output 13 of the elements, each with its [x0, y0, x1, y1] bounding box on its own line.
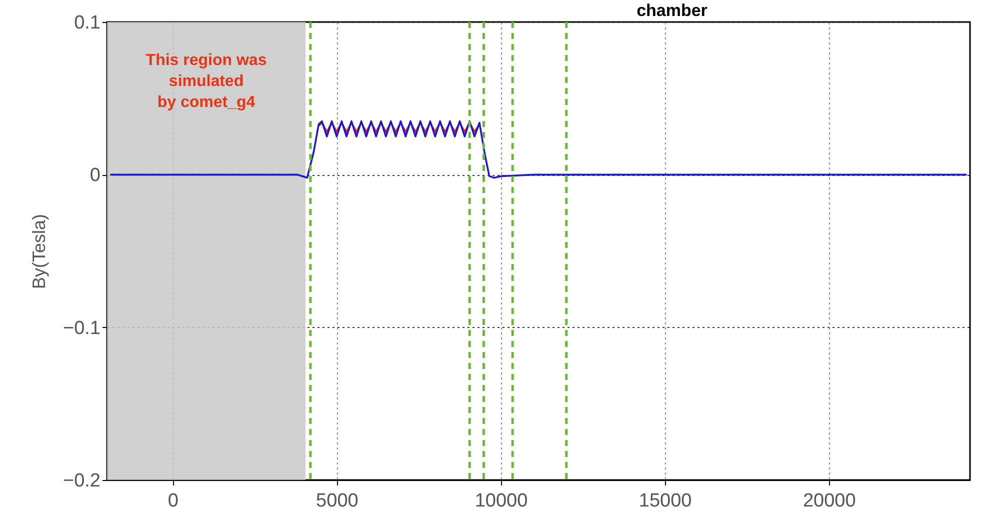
x-tick-label: 20000	[802, 490, 856, 512]
y-tick-label: 0	[90, 165, 100, 186]
y-tick-label: 0.1	[74, 12, 100, 34]
y-tick-label: −0.2	[62, 470, 100, 492]
band-label: This region was simulated by comet_g4	[146, 52, 267, 111]
y-tick-label: −0.1	[62, 318, 100, 339]
x-tick-label: 10000	[474, 490, 528, 512]
text: chamber	[636, 1, 708, 20]
x-tick-label: 5000	[316, 490, 358, 512]
line-series	[109, 120, 968, 179]
x-tick-label: 0	[168, 490, 178, 512]
y-axis-title: By(Tesla)	[28, 214, 49, 290]
x-tick-label: 15000	[638, 490, 692, 512]
